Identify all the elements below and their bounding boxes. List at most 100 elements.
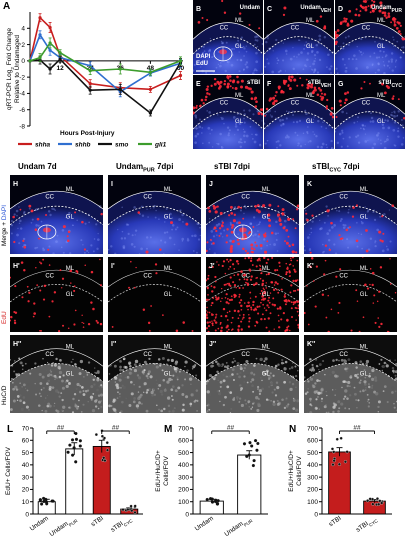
nucleus-speck [238,122,242,125]
edu-cell [310,83,313,86]
edu-cell [390,21,393,24]
huc-cell [161,406,163,409]
nucleus-speck [312,71,316,74]
edu-cell [277,291,280,294]
huc-cell [18,357,21,360]
huc-cell [222,379,226,383]
edu-cell [206,92,209,95]
nucleus-speck [367,209,370,212]
label-gl: GL [235,44,244,50]
huc-cell [252,403,254,405]
nucleus-speck [229,221,232,224]
edu-cell [82,326,85,328]
edu-cell [263,290,266,293]
y-tick-label: 30 [22,474,30,481]
huc-cell [255,396,259,400]
edu-cell [232,219,236,223]
row-label-text: HuC/D [1,385,8,405]
label-gl: GL [377,44,386,50]
edu-cell [229,205,233,209]
micrograph-i: ML CC GL I [108,175,201,254]
edu-cell [268,203,272,207]
huc-cell [160,393,164,396]
huc-cell [282,362,285,365]
data-point [331,463,335,467]
y-tick-label-a: 0 [21,58,25,65]
huc-cell [149,375,153,379]
edu-cell [276,282,279,285]
nucleus-speck [241,141,243,144]
huc-cell [49,373,53,377]
molecular-layer [193,22,263,55]
huc-cell [251,406,254,408]
edu-cell [227,328,230,331]
edu-cell [145,250,149,254]
edu-cell [288,275,291,277]
edu-cell [216,80,220,84]
edu-cell [323,273,326,276]
dashed-boundary [10,284,103,303]
nucleus-speck [360,37,363,41]
micrograph-d: ML CC GL D UndamPUR [335,0,405,74]
nucleus-speck [251,133,253,136]
nucleus-speck [240,141,242,144]
nucleus-speck [330,147,334,149]
nucleus-speck [187,237,189,240]
edu-cell [399,33,402,36]
edu-cell [42,258,45,261]
data-point-gli1 [58,51,62,55]
data-point-smo [148,111,152,115]
nucleus-speck [262,214,265,217]
nucleus-speck [209,37,211,40]
edu-cell [383,14,387,17]
edu-cell [254,96,258,100]
huc-cell [385,362,387,365]
nucleus-speck [391,114,394,117]
tissue-region [335,36,405,74]
sig-label: ## [112,425,120,432]
x-tick-label: sTBICYC [355,514,379,535]
data-point-gli1 [178,59,183,63]
edu-cell [48,315,51,318]
panel-letter-i: I [111,181,113,188]
label-cc: CC [241,195,250,201]
nucleus-speck [348,209,350,211]
edu-cell [262,292,265,295]
huc-cell [155,379,158,381]
edu-cell [385,16,388,19]
tissue-region [10,363,103,413]
edu-cell [268,218,272,222]
nucleus-speck [261,42,263,46]
edu-cell [82,322,85,325]
edu-cell [237,262,240,265]
nucleus-speck [377,132,380,135]
nucleus-speck [272,50,274,52]
nucleus-speck [277,232,279,235]
huc-cell [385,364,389,368]
huc-cell [74,363,77,366]
nucleus-speck [240,59,243,62]
nucleus-speck [244,204,246,207]
edu-cell [216,261,218,263]
row-label-text: Merge + [1,220,8,246]
huc-cell [134,359,139,364]
nucleus-speck [311,69,314,71]
edu-cell [238,221,241,225]
edu-cell [267,258,270,261]
nucleus-speck [16,233,19,237]
huc-cell [239,384,242,387]
huc-cell [219,385,222,388]
nucleus-speck [255,69,258,72]
huc-cell [46,361,49,364]
huc-cell [19,382,21,384]
edu-cell [213,82,217,86]
column-header-text: sTBI [312,162,330,171]
edu-cell [90,270,94,274]
edu-cell [378,325,381,329]
huc-cell [44,409,48,413]
edu-cell [381,215,384,218]
edu-cell [243,273,247,277]
label-ml: ML [360,266,369,272]
huc-cell [176,376,179,379]
